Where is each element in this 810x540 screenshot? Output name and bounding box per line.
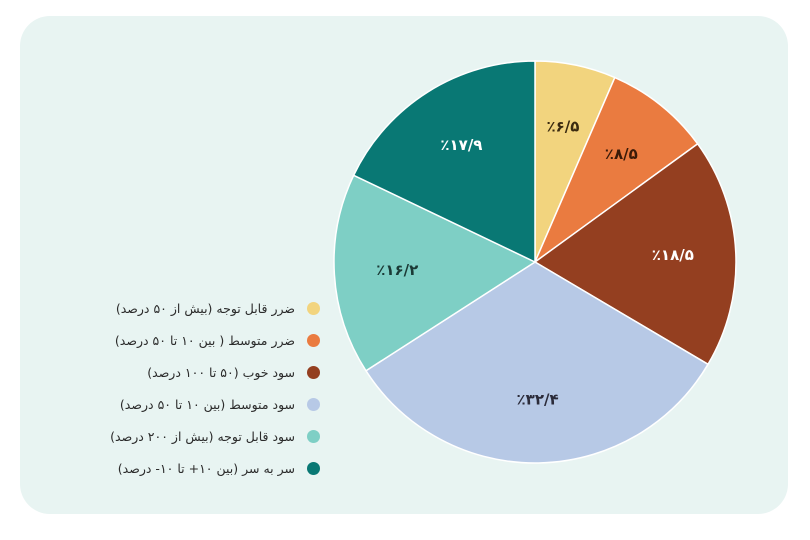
pie-slice xyxy=(533,76,699,265)
legend-label: ضرر متوسط ( بین ۱۰ تا ۵۰ درصد) xyxy=(114,332,295,348)
legend-item: سر به سر (بین ۱۰+ تا ۱۰- درصد) xyxy=(80,452,320,484)
legend-label: سود متوسط (بین ۱۰ تا ۵۰ درصد) xyxy=(119,396,295,412)
slice-data-label: ٪۸/۵ xyxy=(605,145,638,163)
slice-data-label: ٪۱۷/۹ xyxy=(440,136,482,154)
chart-legend: ضرر قابل توجه (بیش از ۵۰ درصد) ضرر متوسط… xyxy=(80,292,320,484)
legend-swatch xyxy=(307,429,320,443)
legend-label: ضرر قابل توجه (بیش از ۵۰ درصد) xyxy=(115,300,295,316)
legend-label: سود خوب (۵۰ تا ۱۰۰ درصد) xyxy=(147,364,295,380)
slice-data-label: ٪۶/۵ xyxy=(547,117,580,135)
legend-item: سود خوب (۵۰ تا ۱۰۰ درصد) xyxy=(80,356,320,388)
legend-swatch xyxy=(307,365,320,379)
slice-data-label: ٪۱۸/۵ xyxy=(652,246,694,264)
legend-swatch xyxy=(307,333,320,347)
legend-label: سود قابل توجه (بیش از ۲۰۰ درصد) xyxy=(110,428,295,444)
legend-item: ضرر قابل توجه (بیش از ۵۰ درصد) xyxy=(80,292,320,324)
legend-swatch xyxy=(307,397,320,411)
pie-slice xyxy=(533,142,737,366)
legend-label: سر به سر (بین ۱۰+ تا ۱۰- درصد) xyxy=(117,460,295,476)
legend-item: ضرر متوسط ( بین ۱۰ تا ۵۰ درصد) xyxy=(80,324,320,356)
pie-slice xyxy=(352,60,536,264)
pie-slice xyxy=(333,174,537,372)
pie-slice xyxy=(364,261,710,464)
legend-swatch xyxy=(307,461,320,475)
slice-data-label: ٪۱۶/۲ xyxy=(376,261,418,279)
slice-data-label: ٪۳۲/۴ xyxy=(517,390,559,408)
legend-swatch xyxy=(307,301,320,315)
legend-item: سود قابل توجه (بیش از ۲۰۰ درصد) xyxy=(80,420,320,452)
legend-item: سود متوسط (بین ۱۰ تا ۵۰ درصد) xyxy=(80,388,320,420)
